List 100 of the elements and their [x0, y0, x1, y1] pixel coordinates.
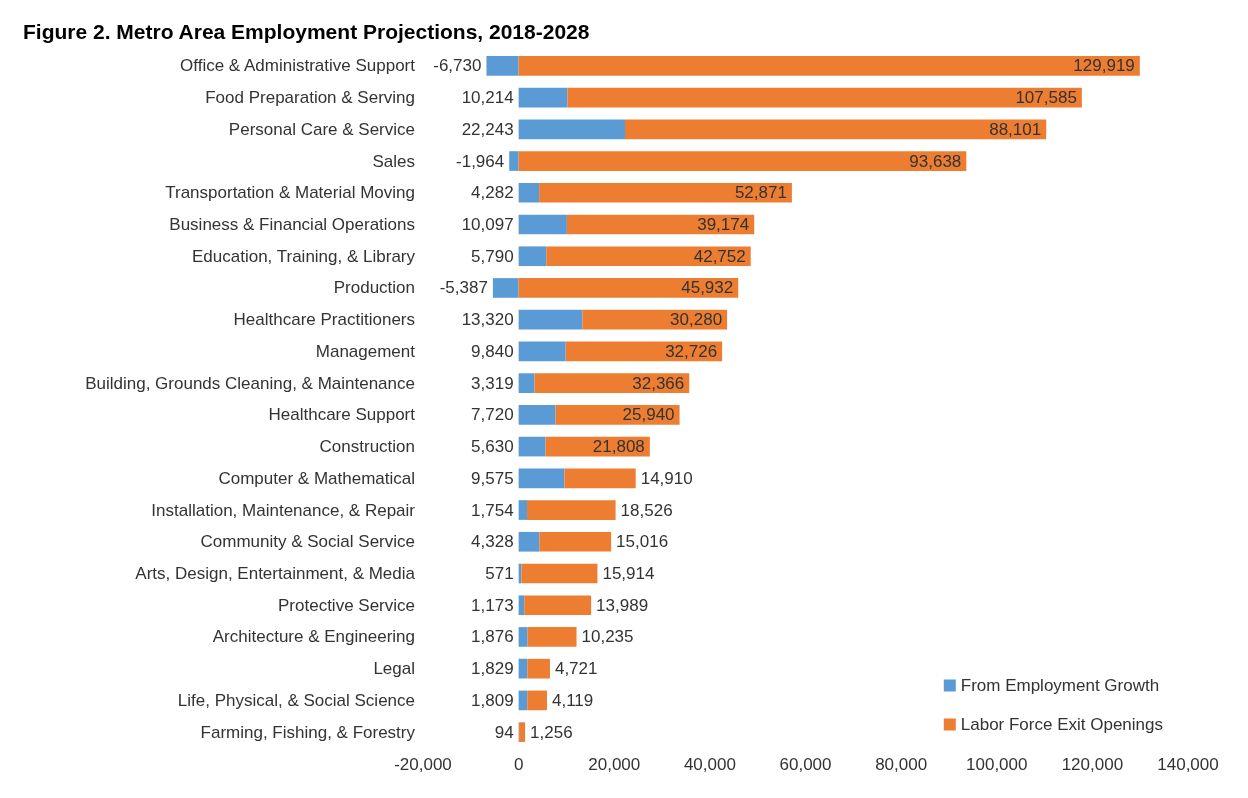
data-label: 1,173 [471, 595, 514, 615]
bar [518, 531, 540, 552]
data-label: 1,754 [471, 500, 514, 520]
bar [527, 690, 547, 711]
x-tick-label: 100,000 [966, 755, 1028, 774]
bar [518, 436, 546, 457]
bar [567, 87, 1082, 108]
y-tick-label: Community & Social Service [200, 532, 415, 552]
bar [546, 246, 751, 267]
data-label: 5,630 [471, 437, 514, 457]
bar [518, 373, 535, 393]
bar [518, 341, 566, 362]
data-label: 42,752 [693, 246, 746, 266]
data-label: 1,829 [471, 659, 514, 679]
x-tick-label: 140,000 [1157, 755, 1219, 774]
bar [518, 56, 1140, 76]
data-label: 39,174 [697, 215, 750, 234]
data-label: 1,876 [471, 627, 514, 647]
bar [539, 531, 612, 552]
data-label: 22,243 [461, 119, 514, 139]
data-label: 45,932 [681, 278, 734, 298]
data-label: 14,910 [640, 468, 693, 488]
bar [518, 182, 540, 203]
data-label: 107,585 [1015, 88, 1077, 108]
legend-label: From Employment Growth [960, 676, 1160, 695]
data-label: 94 [494, 722, 514, 742]
data-label: 5,790 [471, 246, 514, 266]
bar [518, 658, 528, 679]
bar [539, 182, 792, 203]
bar [518, 405, 556, 425]
data-label: 25,940 [622, 405, 675, 425]
bar [492, 278, 519, 298]
data-label: 1,809 [471, 690, 514, 710]
data-label: 13,989 [596, 595, 649, 615]
data-label: 4,721 [554, 659, 598, 679]
data-label: 10,235 [581, 627, 634, 647]
bar [527, 500, 616, 520]
bar [534, 373, 690, 393]
x-tick-label: 0 [513, 755, 524, 774]
bar [519, 722, 526, 742]
data-label: 13,320 [461, 310, 514, 330]
data-label: 10,097 [461, 215, 514, 234]
y-tick-label: Arts, Design, Entertainment, & Media [135, 564, 416, 583]
data-label: -5,387 [439, 278, 488, 298]
bar [518, 627, 528, 647]
data-label: 4,119 [551, 690, 594, 710]
x-tick-label: -20,000 [394, 755, 452, 774]
legend-label: Labor Force Exit Openings [960, 715, 1163, 734]
y-tick-label: Installation, Maintenance, & Repair [151, 500, 416, 520]
data-label: 15,016 [616, 532, 669, 552]
data-label: 93,638 [909, 151, 962, 171]
bar [518, 500, 528, 520]
data-label: 129,919 [1073, 56, 1135, 76]
bar [518, 278, 739, 298]
bar [527, 658, 550, 679]
data-label: -1,964 [456, 151, 505, 171]
bar [624, 119, 1047, 140]
y-tick-label: Computer & Mathematical [218, 468, 415, 488]
data-label: 30,280 [670, 310, 723, 330]
x-tick-label: 120,000 [1061, 755, 1124, 774]
x-tick-label: 60,000 [779, 755, 832, 774]
y-tick-label: Food Preparation & Serving [205, 88, 415, 108]
data-label: 18,526 [620, 500, 673, 520]
bar [518, 119, 625, 140]
y-tick-label: Production [333, 278, 415, 298]
bar [527, 627, 577, 647]
bar [521, 563, 598, 584]
y-tick-label: Building, Grounds Cleaning, & Maintenance [85, 373, 415, 393]
data-label: 21,808 [592, 437, 645, 457]
bar [518, 151, 967, 171]
data-label: 7,720 [471, 405, 514, 425]
bar [486, 56, 519, 76]
data-label: 9,840 [471, 341, 514, 361]
bar [518, 309, 583, 330]
bar [524, 595, 592, 616]
y-tick-label: Architecture & Engineering [212, 627, 415, 647]
bar [509, 151, 519, 171]
x-tick-label: 20,000 [588, 755, 641, 774]
y-tick-label: Transportation & Material Moving [165, 183, 415, 203]
y-tick-label: Farming, Fishing, & Forestry [200, 722, 416, 742]
bar [518, 246, 547, 267]
y-tick-label: Life, Physical, & Social Science [177, 690, 415, 710]
data-label: 4,282 [471, 183, 514, 203]
bar [518, 468, 565, 489]
y-tick-label: Healthcare Practitioners [233, 310, 415, 330]
data-label: 32,366 [632, 373, 685, 393]
bar [518, 595, 525, 616]
y-tick-label: Management [315, 341, 416, 361]
y-tick-label: Sales [372, 151, 415, 171]
bar [518, 214, 567, 235]
x-tick-label: 80,000 [875, 755, 928, 774]
data-label: 571 [485, 564, 514, 583]
y-tick-label: Legal [373, 659, 415, 679]
data-label: 15,914 [602, 564, 655, 583]
bar [564, 468, 636, 489]
data-label: 52,871 [734, 183, 787, 203]
y-tick-label: Construction [319, 437, 415, 457]
y-tick-label: Protective Service [278, 595, 415, 615]
y-tick-label: Education, Training, & Library [191, 246, 416, 266]
y-tick-label: Business & Financial Operations [169, 215, 415, 234]
